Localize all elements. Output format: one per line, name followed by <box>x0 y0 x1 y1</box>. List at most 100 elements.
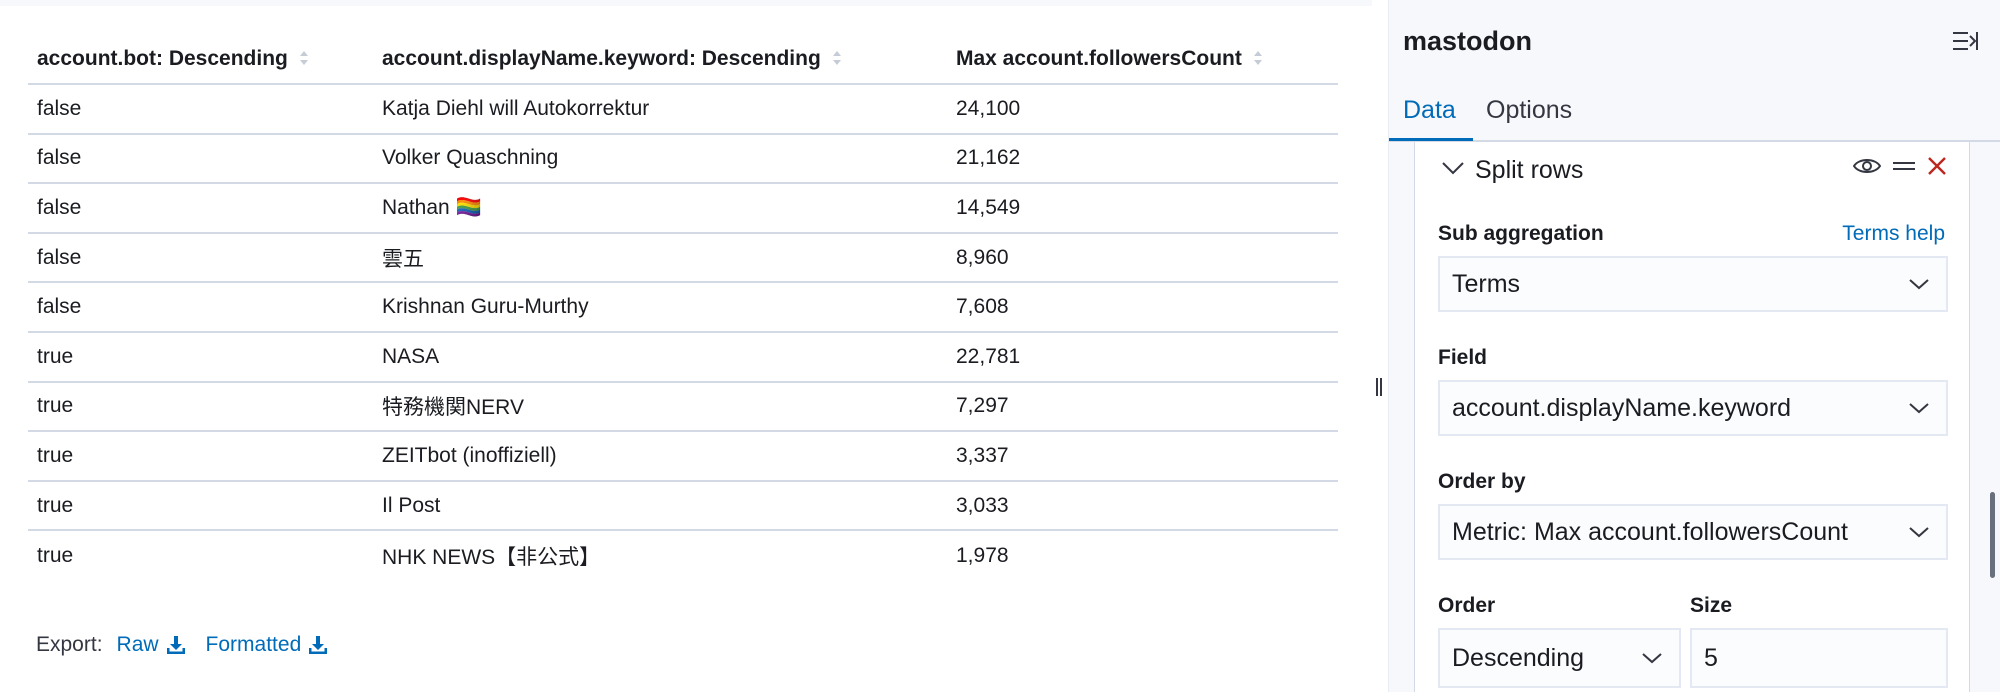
chevron-down-icon <box>1642 653 1662 664</box>
cell-followers: 7,608 <box>947 282 1338 333</box>
cell-bot: false <box>28 232 373 284</box>
export-raw-label: Raw <box>116 633 159 656</box>
sub-aggregation-value: Terms <box>1452 269 1521 298</box>
table-row: true ZEITbot (inoffiziell) 3,337 <box>28 431 1338 482</box>
cell-followers: 8,960 <box>947 232 1338 284</box>
drag-handle-icon <box>1893 162 1915 170</box>
index-pattern-title: mastodon <box>1403 26 1533 56</box>
order-by-value: Metric: Max account.followersCount <box>1452 517 1848 546</box>
cell-followers: 3,033 <box>947 480 1338 532</box>
export-raw-link[interactable]: Raw <box>117 633 186 657</box>
split-rows-title: Split rows <box>1475 156 1584 184</box>
cell-bot: true <box>28 431 373 482</box>
column-header-label: account.displayName.keyword: Descending <box>382 46 821 70</box>
sub-aggregation-label: Sub aggregation <box>1438 222 1604 245</box>
column-header-account-bot[interactable]: account.bot: Descending <box>28 34 373 85</box>
remove-aggregation-button[interactable] <box>1927 156 1947 176</box>
order-value: Descending <box>1452 643 1585 672</box>
cell-bot: true <box>37 543 74 567</box>
panel-resize-handle[interactable] <box>1372 0 1388 692</box>
sort-icon[interactable] <box>298 48 310 68</box>
chevron-down-icon[interactable] <box>1441 160 1465 176</box>
cell-followers: 3,337 <box>947 431 1338 482</box>
table-header-row: account.bot: Descending account.displayN… <box>28 34 1338 85</box>
data-table: account.bot: Descending account.displayN… <box>28 34 1338 580</box>
toggle-visibility-button[interactable] <box>1853 156 1881 176</box>
order-by-select[interactable]: Metric: Max account.followersCount <box>1438 504 1948 560</box>
chevron-down-icon <box>1909 527 1929 538</box>
chevron-down-icon <box>1909 403 1929 414</box>
export-label: Export: <box>36 633 103 656</box>
column-header-display-name[interactable]: account.displayName.keyword: Descending <box>373 34 947 85</box>
order-by-label: Order by <box>1438 470 1526 493</box>
size-input[interactable]: 5 <box>1690 628 1948 688</box>
cross-icon <box>1928 157 1946 175</box>
cell-display-name: Katja Diehl will Autokorrektur <box>373 84 947 135</box>
cell-display-name: 雲五 <box>373 232 947 284</box>
cell-display-name: NASA <box>373 331 947 383</box>
chevron-down-icon <box>1909 279 1929 290</box>
table-row: false Katja Diehl will Autokorrektur 24,10… <box>28 84 1338 135</box>
sort-icon[interactable] <box>1252 48 1264 68</box>
sidebar-scrollbar[interactable] <box>1990 492 1995 578</box>
active-tab-indicator <box>1389 138 1473 141</box>
cell-bot: true <box>28 381 373 433</box>
field-label: Field <box>1438 346 1488 369</box>
download-icon <box>166 636 185 654</box>
cell-bot: true <box>28 480 373 532</box>
cell-display-name: 特務機関NERV <box>373 381 947 433</box>
size-value: 5 <box>1704 643 1718 672</box>
column-header-label: account.bot: Descending <box>37 46 288 70</box>
data-table-panel: account.bot: Descending account.displayN… <box>0 0 1372 657</box>
cell-display-name: Volker Quaschning <box>373 133 947 185</box>
cell-followers: 14,549 <box>947 183 1338 234</box>
tab-data[interactable]: Data <box>1403 96 1456 124</box>
size-label: Size <box>1690 594 1733 617</box>
field-value: account.displayName.keyword <box>1452 393 1792 422</box>
eye-icon <box>1853 159 1881 173</box>
order-select[interactable]: Descending <box>1438 628 1681 688</box>
column-header-label: Max account.followersCount <box>956 46 1242 70</box>
export-formatted-label: Formatted <box>205 633 302 656</box>
cell-followers: 7,297 <box>947 381 1338 433</box>
cell-followers: 24,100 <box>947 84 1338 135</box>
table-row: true 特務機関NERV 7,297 <box>28 381 1338 433</box>
split-rows-actions <box>1841 156 1947 176</box>
cell-followers: 22,781 <box>947 331 1338 383</box>
cell-display-name: ZEITbot (inoffiziell) <box>373 431 947 482</box>
cell-display-name: NHK NEWS【非公式】 <box>382 545 601 569</box>
resize-grip-line <box>1380 378 1382 396</box>
drag-handle-button[interactable] <box>1893 159 1915 173</box>
cell-bot: false <box>28 183 373 234</box>
cell-display-name: Krishnan Guru-Murthy <box>373 282 947 333</box>
table-row: false 雲五 8,960 <box>28 232 1338 284</box>
table-row: false Volker Quaschning 21,162 <box>28 133 1338 185</box>
table-row: true Il Post 3,033 <box>28 480 1338 532</box>
table-row: true NASA 22,781 <box>28 331 1338 383</box>
cell-followers: 1,978 <box>956 543 1009 567</box>
sort-icon[interactable] <box>831 48 843 68</box>
cell-bot: false <box>28 133 373 185</box>
split-rows-header[interactable]: Split rows <box>1415 152 1969 192</box>
field-select[interactable]: account.displayName.keyword <box>1438 380 1948 436</box>
column-header-followers-count[interactable]: Max account.followersCount <box>947 34 1338 85</box>
terms-help-link[interactable]: Terms help <box>1842 222 1945 245</box>
cell-bot: true <box>28 331 373 383</box>
split-rows-panel: Split rows Sub aggregation Terms help Te… <box>1414 142 1970 692</box>
cell-bot: false <box>28 84 373 135</box>
sidebar-tabs: Data Options <box>1389 86 2000 142</box>
order-label: Order <box>1438 594 1496 617</box>
cell-followers: 21,162 <box>947 133 1338 185</box>
download-icon <box>309 636 328 654</box>
sub-aggregation-select[interactable]: Terms <box>1438 256 1948 312</box>
tab-options[interactable]: Options <box>1486 96 1573 124</box>
collapse-sidebar-icon[interactable] <box>1952 30 1978 52</box>
top-strip <box>0 0 1372 6</box>
table-row: false Nathan 🏳️‍🌈 14,549 <box>28 183 1338 234</box>
table-row: false Krishnan Guru-Murthy 7,608 <box>28 282 1338 333</box>
cell-bot: false <box>28 282 373 333</box>
editor-sidebar: mastodon Data Options Split rows <box>1388 0 2000 692</box>
export-formatted-link[interactable]: Formatted <box>206 633 329 657</box>
cell-display-name: Nathan 🏳️‍🌈 <box>373 183 947 234</box>
resize-grip-line <box>1376 378 1378 396</box>
